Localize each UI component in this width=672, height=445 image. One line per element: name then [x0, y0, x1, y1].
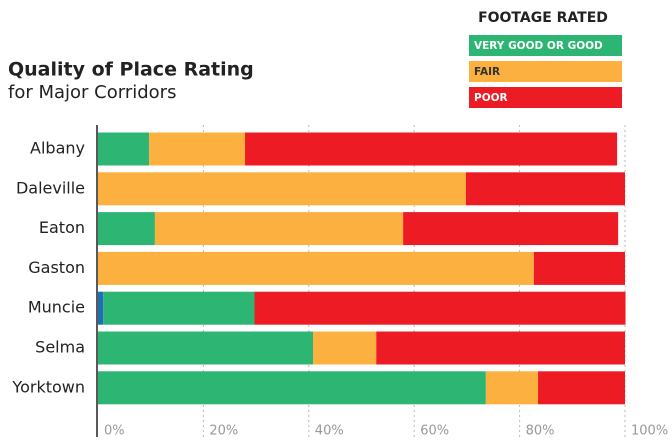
bar-segment	[313, 331, 377, 365]
x-tick-label: 20%	[209, 424, 238, 439]
bar-segment	[98, 331, 314, 365]
bar-segment	[465, 172, 625, 206]
y-tick-label: Muncie	[28, 298, 85, 317]
bar-segment	[98, 212, 155, 246]
legend-label: POOR	[474, 92, 508, 104]
bar-segment	[533, 251, 625, 285]
x-tick-label: 80%	[526, 424, 555, 439]
bar-segment	[98, 132, 150, 166]
legend-label: VERY GOOD OR GOOD	[474, 40, 603, 52]
legend-swatch	[469, 35, 622, 56]
bar-segment	[254, 291, 626, 325]
bar-segment	[245, 132, 618, 166]
x-tick-label: 60%	[420, 424, 449, 439]
bar-segment	[98, 251, 534, 285]
x-tick-label: 100%	[631, 424, 668, 439]
bar-segment	[538, 371, 625, 405]
bar-segment	[376, 331, 625, 365]
bar-segment	[98, 172, 466, 206]
bar-segment	[403, 212, 619, 246]
bar-segment	[485, 371, 539, 405]
y-tick-label: Yorktown	[11, 377, 85, 396]
x-tick-label: 40%	[315, 424, 344, 439]
chart-subtitle: for Major Corridors	[8, 82, 176, 103]
y-tick-label: Selma	[35, 338, 85, 357]
bar-segment	[149, 132, 246, 166]
legend-swatch	[469, 87, 622, 108]
bar-segment	[98, 291, 104, 325]
y-tick-label: Daleville	[16, 178, 85, 197]
bar-segment	[103, 291, 255, 325]
legend-label: FAIR	[474, 66, 500, 78]
chart-title: Quality of Place Rating	[8, 59, 254, 81]
y-tick-label: Eaton	[39, 218, 85, 237]
y-tick-label: Gaston	[28, 258, 85, 277]
legend-title: FOOTAGE RATED	[478, 10, 608, 26]
y-tick-label: Albany	[30, 139, 85, 158]
legend-swatch	[469, 61, 622, 82]
x-tick-label: 0%	[104, 424, 125, 439]
bar-segment	[154, 212, 404, 246]
bar-segment	[98, 371, 486, 405]
